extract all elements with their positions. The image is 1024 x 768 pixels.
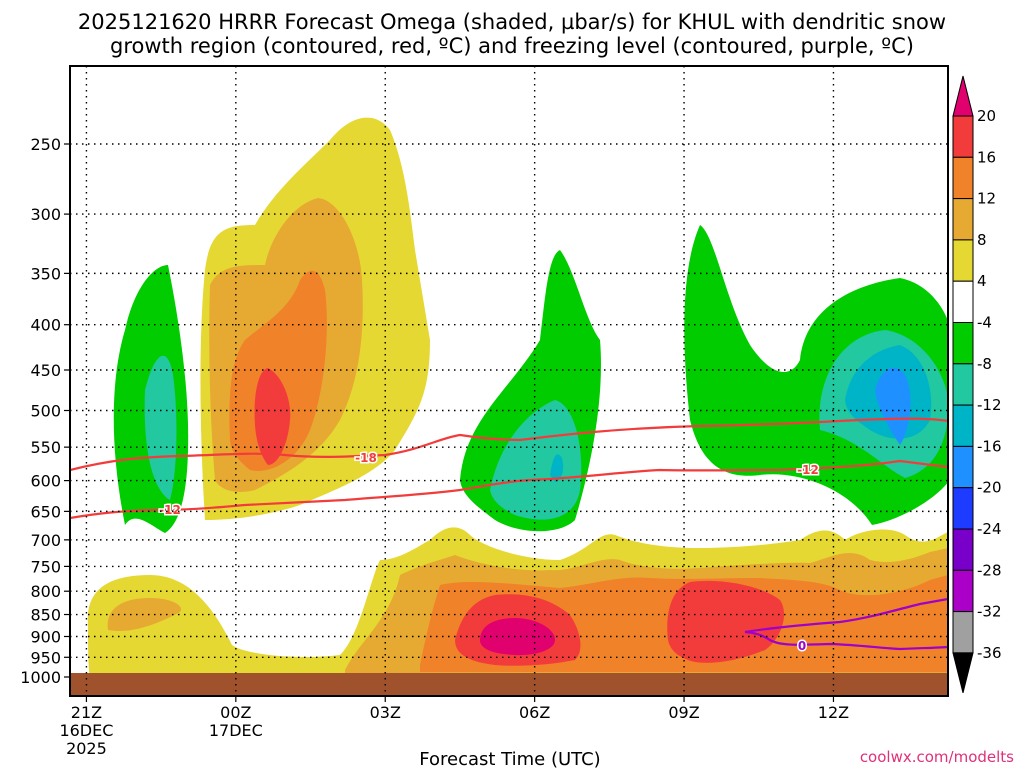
colorbar-label-12: 12 xyxy=(977,190,996,208)
y-tick-label-950: 950 xyxy=(30,648,61,667)
x-tick-sublabel-2025: 2025 xyxy=(66,739,107,758)
colorbar-label--4: -4 xyxy=(977,314,992,332)
y-tick-label-450: 450 xyxy=(30,361,61,380)
colorbar-swatch-10 xyxy=(952,487,974,530)
x-tick-label-09Z: 09Z xyxy=(668,703,699,722)
y-tick-label-300: 300 xyxy=(30,205,61,224)
colorbar-label-8: 8 xyxy=(977,231,987,249)
colorbar-swatch-6 xyxy=(952,322,974,365)
contour-dgz-minus-18 xyxy=(70,417,948,472)
colorbar-top-arrow xyxy=(952,75,974,117)
colorbar-bottom-arrow xyxy=(952,652,974,694)
omega-teal-early xyxy=(144,355,177,500)
y-tick-label-350: 350 xyxy=(30,264,61,283)
x-tick-label-21Z: 21Z xyxy=(71,703,102,722)
credit-text: coolwx.com/modelts xyxy=(860,748,1014,766)
contour-label-minus-12-right: -12 xyxy=(797,463,819,477)
omega-magenta-lower xyxy=(480,618,555,656)
ground-terrain xyxy=(70,673,948,696)
plot-area: -18 -12 -12 0 xyxy=(70,66,948,696)
y-tick-label-1000: 1000 xyxy=(20,668,61,687)
colorbar-label--16: -16 xyxy=(977,437,1002,455)
omega-red-plume xyxy=(254,368,291,465)
colorbar-swatch-3 xyxy=(952,198,974,241)
colorbar-label--20: -20 xyxy=(977,479,1002,497)
y-tick-label-500: 500 xyxy=(30,402,61,421)
colorbar-swatch-5 xyxy=(952,280,974,324)
contour-freezing-level xyxy=(744,597,948,651)
y-tick-label-800: 800 xyxy=(30,582,61,601)
x-tick-label-06Z: 06Z xyxy=(519,703,550,722)
colorbar-swatch-4 xyxy=(952,239,974,282)
x-tick-sublabel-17DEC: 17DEC xyxy=(209,721,263,740)
omega-darkblue-late xyxy=(875,367,911,445)
grid-lines xyxy=(70,66,948,696)
chart-title-line1: 2025121620 HRRR Forecast Omega (shaded, … xyxy=(78,10,946,34)
colorbar-label--24: -24 xyxy=(977,520,1002,538)
colorbar-label--32: -32 xyxy=(977,603,1002,621)
y-tick-label-550: 550 xyxy=(30,438,61,457)
contour-label-minus-12-left: -12 xyxy=(159,503,181,517)
contour-label-minus-18: -18 xyxy=(355,451,377,465)
colorbar-label--8: -8 xyxy=(977,355,992,373)
y-tick-label-700: 700 xyxy=(30,531,61,550)
y-tick-label-400: 400 xyxy=(30,316,61,335)
colorbar-label-16: 16 xyxy=(977,148,996,166)
contour-label-freezing-0: 0 xyxy=(798,639,806,653)
colorbar-swatch-13 xyxy=(952,611,974,654)
colorbar-swatch-8 xyxy=(952,404,974,447)
colorbar-swatch-11 xyxy=(952,528,974,571)
colorbar-label-4: 4 xyxy=(977,272,987,290)
y-tick-label-900: 900 xyxy=(30,627,61,646)
colorbar-swatch-7 xyxy=(952,363,974,406)
y-tick-label-600: 600 xyxy=(30,472,61,491)
colorbar-label-20: 20 xyxy=(977,107,996,125)
x-tick-label-00Z: 00Z xyxy=(220,703,251,722)
contour-dgz-minus-12 xyxy=(70,459,948,520)
y-tick-label-250: 250 xyxy=(30,135,61,154)
colorbar-label--28: -28 xyxy=(977,561,1002,579)
y-tick-label-750: 750 xyxy=(30,557,61,576)
colorbar-swatch-1 xyxy=(952,115,974,158)
x-tick-label-12Z: 12Z xyxy=(818,703,849,722)
omega-red-lower-b xyxy=(667,580,785,663)
y-tick-label-650: 650 xyxy=(30,502,61,521)
chart-title-line2: growth region (contoured, red, ºC) and f… xyxy=(110,34,914,58)
colorbar-label--36: -36 xyxy=(977,644,1002,662)
omega-blue-mid xyxy=(550,454,564,482)
colorbar: 20 16 12 8 4 -4 -8 -12 -16 -20 -24 -28 -32 -36 xyxy=(952,75,1002,694)
colorbar-swatch-2 xyxy=(952,156,974,200)
omega-gold-left xyxy=(107,598,181,631)
colorbar-swatch-12 xyxy=(952,569,974,613)
omega-teal-mid xyxy=(490,400,582,520)
omega-orange-plume xyxy=(229,270,327,471)
contour-lines: -18 -12 -12 0 xyxy=(70,417,948,655)
x-tick-label-03Z: 03Z xyxy=(370,703,401,722)
x-axis-label: Forecast Time (UTC) xyxy=(419,749,600,768)
y-tick-label-850: 850 xyxy=(30,606,61,625)
colorbar-label--12: -12 xyxy=(977,396,1002,414)
omega-shading xyxy=(87,117,948,680)
colorbar-swatch-9 xyxy=(952,445,974,489)
x-tick-sublabel-16DEC: 16DEC xyxy=(59,721,113,740)
plot-frame xyxy=(69,65,949,697)
